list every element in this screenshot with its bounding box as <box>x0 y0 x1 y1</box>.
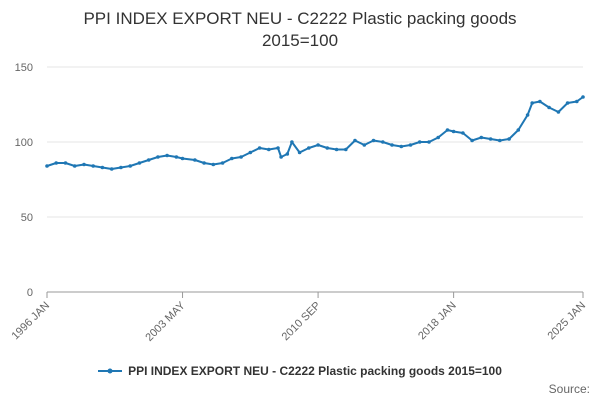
data-point <box>63 161 68 165</box>
data-point <box>470 138 474 143</box>
data-point <box>82 162 86 167</box>
data-point <box>297 150 302 155</box>
data-point <box>507 137 511 141</box>
data-point <box>530 101 534 105</box>
source-label: Source: <box>548 382 590 396</box>
data-point <box>479 135 484 140</box>
x-tick-label: 2025 JAN <box>545 300 588 343</box>
data-point <box>174 155 179 159</box>
data-point <box>417 140 422 144</box>
x-tick-label: 2018 JAN <box>416 300 459 343</box>
data-point <box>202 161 206 165</box>
data-point <box>565 101 570 105</box>
data-point <box>362 143 367 147</box>
data-point <box>445 128 450 132</box>
x-tick-label: 2010 SEP <box>280 300 324 344</box>
data-point <box>100 165 105 170</box>
data-point <box>581 95 585 99</box>
data-point <box>72 164 77 168</box>
data-point <box>316 143 320 147</box>
data-point <box>399 144 404 149</box>
data-point <box>525 113 530 117</box>
y-tick-label: 50 <box>21 212 33 224</box>
data-point <box>285 152 290 156</box>
data-point <box>156 155 160 159</box>
data-point <box>276 146 280 150</box>
data-point <box>267 147 271 152</box>
data-point <box>91 164 95 168</box>
y-tick-label: 150 <box>15 62 33 74</box>
y-tick-label: 100 <box>15 137 33 149</box>
x-tick-label: 2003 MAY <box>143 299 188 344</box>
data-point <box>381 140 385 144</box>
data-point <box>488 137 493 141</box>
data-point <box>516 128 521 132</box>
chart-title-line-2: 2015=100 <box>261 31 339 50</box>
data-point <box>109 167 114 171</box>
data-point <box>128 164 132 168</box>
data-point <box>575 99 579 104</box>
chart-title-line-1: PPI INDEX EXPORT NEU - C2222 Plastic pac… <box>83 9 517 28</box>
data-point <box>371 138 376 143</box>
data-point <box>193 158 197 162</box>
data-point <box>436 135 441 140</box>
legend-swatch <box>98 368 123 374</box>
data-point <box>54 161 58 165</box>
data-point <box>334 147 339 152</box>
data-point <box>137 161 142 165</box>
data-point <box>239 155 243 159</box>
data-point <box>211 162 216 167</box>
data-point <box>290 140 294 144</box>
data-point <box>165 153 169 158</box>
data-point <box>556 110 561 114</box>
data-point <box>257 146 262 150</box>
data-point <box>547 105 551 110</box>
y-tick-label: 0 <box>27 287 33 299</box>
legend[interactable]: PPI INDEX EXPORT NEU - C2222 Plastic pac… <box>0 364 600 378</box>
data-point <box>119 165 123 170</box>
data-point <box>408 143 413 147</box>
data-point <box>146 158 151 162</box>
legend-label: PPI INDEX EXPORT NEU - C2222 Plastic pac… <box>128 364 502 378</box>
data-point <box>45 164 49 168</box>
chart-title: PPI INDEX EXPORT NEU - C2222 Plastic pac… <box>0 8 600 52</box>
data-point <box>461 131 465 135</box>
data-point <box>279 155 283 159</box>
data-point <box>498 138 502 143</box>
data-point <box>220 161 225 165</box>
data-point <box>180 156 185 161</box>
data-point <box>353 138 357 143</box>
x-tick-label: 1996 JAN <box>9 300 52 343</box>
line-chart: 0 50 100 150 1996 JAN 2003 MAY 2010 SEP 2018 JA… <box>9 62 588 344</box>
data-point <box>451 129 456 134</box>
data-point <box>427 140 431 144</box>
data-point <box>390 143 394 147</box>
data-point <box>538 99 542 104</box>
data-point <box>248 150 253 155</box>
series-line <box>46 96 584 170</box>
data-point <box>230 156 234 161</box>
data-point <box>344 147 348 152</box>
data-point <box>325 146 330 150</box>
data-point <box>307 146 311 150</box>
